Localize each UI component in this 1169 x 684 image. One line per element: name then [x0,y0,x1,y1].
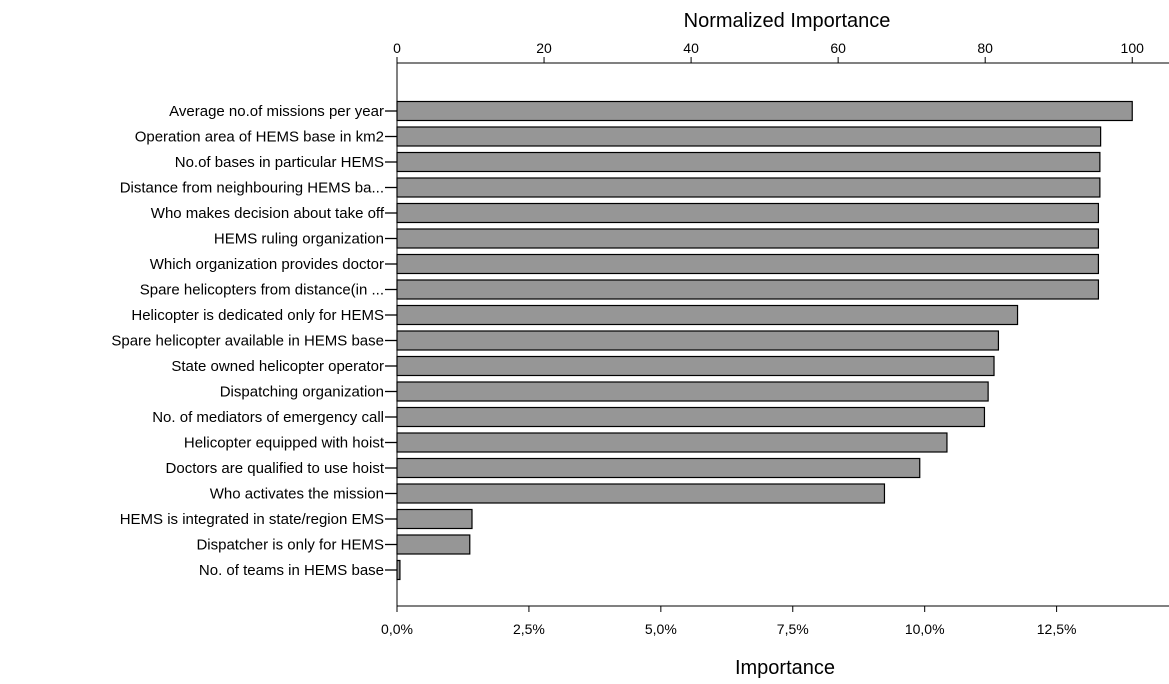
top-axis-title: Normalized Importance [684,10,891,32]
bar [396,304,1019,326]
category-label: Operation area of HEMS base in km2 [135,129,384,146]
category-label: Distance from neighbouring HEMS ba... [120,180,384,197]
category-label: HEMS ruling organization [214,231,384,248]
category-label: Dispatching organization [220,384,384,401]
top-tick-label: 40 [683,40,699,56]
category-label: No. of mediators of emergency call [152,409,384,426]
bar [396,432,948,453]
category-label: Dispatcher is only for HEMS [196,537,384,554]
bar [396,355,995,377]
category-label: No. of teams in HEMS base [199,562,384,579]
bar [396,253,1100,275]
category-label: HEMS is integrated in state/region EMS [120,511,384,528]
category-label: Which organization provides doctor [150,256,384,273]
top-tick-label: 60 [830,40,846,56]
bottom-tick-label: 10,0% [905,621,945,637]
category-label: Helicopter is dedicated only for HEMS [131,307,384,324]
category-label: Who activates the mission [210,486,384,503]
top-tick-label: 0 [393,40,401,56]
bottom-tick-label: 12,5% [1037,621,1077,637]
bar [396,330,1000,351]
bar [396,202,1100,224]
category-label: Average no.of missions per year [169,103,384,120]
bars-group [396,100,1133,581]
category-label: Helicopter equipped with hoist [184,435,385,452]
bar [396,279,1100,300]
bar [396,126,1102,147]
bar [396,559,401,581]
top-tick-label: 20 [536,40,552,56]
bottom-tick-label: 7,5% [777,621,809,637]
bottom-axis-title: Importance [735,657,835,679]
category-label: Who makes decision about take off [151,205,385,222]
bar [396,508,473,530]
top-axis-ticks: 0 20 40 60 80 100 [393,40,1144,63]
category-label: Doctors are qualified to use hoist [166,460,385,477]
bar [396,177,1101,198]
category-label: No.of bases in particular HEMS [175,154,384,171]
bar [396,406,986,428]
top-tick-label: 80 [977,40,993,56]
category-labels: Average no.of missions per year Operation… [111,103,397,579]
category-label: Spare helicopters from distance(in ... [140,282,384,299]
bar [396,228,1100,249]
bar [396,457,921,479]
bar [396,534,471,555]
bar [396,151,1101,173]
bottom-tick-label: 0,0% [381,621,413,637]
bar [396,100,1133,122]
category-label: Spare helicopter available in HEMS base [111,333,384,350]
bottom-axis-ticks: 0,0% 2,5% 5,0% 7,5% 10,0% 12,5% [381,606,1076,637]
bottom-tick-label: 5,0% [645,621,677,637]
category-label: State owned helicopter operator [171,358,384,375]
bar [396,483,886,504]
bottom-tick-label: 2,5% [513,621,545,637]
top-tick-label: 100 [1121,40,1145,56]
bar [396,381,989,402]
